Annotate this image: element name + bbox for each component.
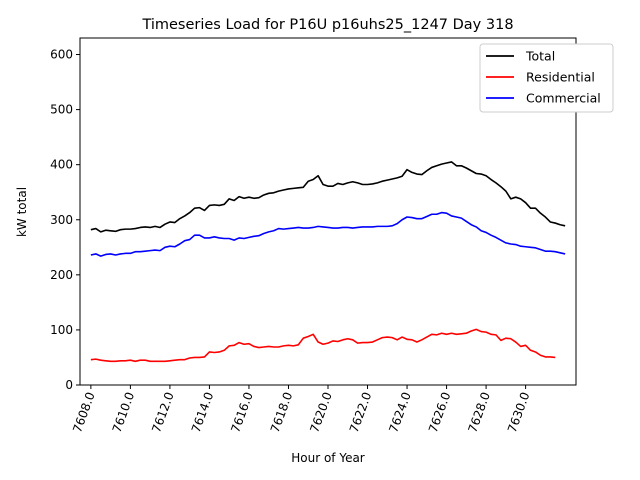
legend-label-commercial: Commercial <box>526 91 601 106</box>
x-axis-label: Hour of Year <box>291 451 365 465</box>
x-tick-label: 7616.0 <box>228 390 256 434</box>
legend-label-total: Total <box>525 49 555 64</box>
y-tick-label: 500 <box>50 103 73 117</box>
y-tick-label: 300 <box>50 213 73 227</box>
legend-label-residential: Residential <box>526 70 595 85</box>
y-axis-label: kW total <box>15 187 29 237</box>
x-tick-label: 7612.0 <box>149 390 177 434</box>
x-tick-label: 7620.0 <box>307 390 335 434</box>
x-tick-label: 7614.0 <box>189 390 217 434</box>
y-tick-label: 0 <box>65 378 73 392</box>
x-tick-label: 7622.0 <box>347 390 375 434</box>
x-tick-label: 7618.0 <box>268 390 296 434</box>
series-line-total <box>90 161 566 233</box>
plot-area <box>90 161 566 363</box>
x-tick-label: 7628.0 <box>465 390 493 434</box>
y-tick-label: 400 <box>50 158 73 172</box>
x-tick-label: 7608.0 <box>70 390 98 434</box>
series-line-residential <box>90 328 556 363</box>
x-tick-label: 7626.0 <box>426 390 454 434</box>
x-tick-label: 7630.0 <box>505 390 533 434</box>
legend-box <box>479 43 614 113</box>
x-tick-label: 7624.0 <box>386 390 414 434</box>
y-tick-label: 200 <box>50 268 73 282</box>
y-tick-label: 100 <box>50 323 73 337</box>
y-axis: 0 100 200 300 400 500 600 <box>50 48 80 392</box>
x-tick-label: 7610.0 <box>110 390 138 434</box>
x-axis: 7608.0 7610.0 7612.0 7614.0 7616.0 7618.0 7620… <box>70 385 532 434</box>
y-tick-label: 600 <box>50 48 73 62</box>
legend: Total Residential Commercial <box>479 43 614 113</box>
series-line-commercial <box>90 211 566 257</box>
chart-title: Timeseries Load for P16U p16uhs25_1247 D… <box>141 17 513 33</box>
